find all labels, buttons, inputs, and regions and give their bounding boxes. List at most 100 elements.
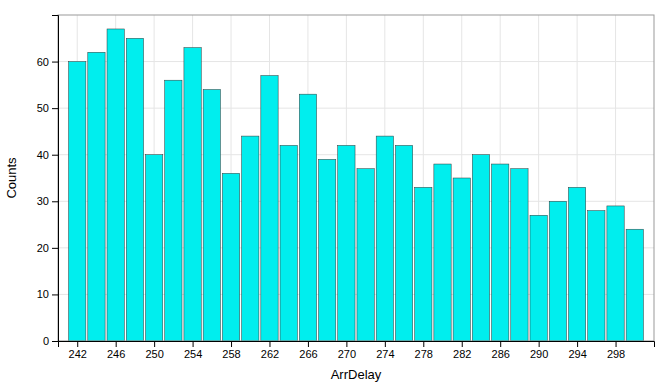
bar xyxy=(299,94,316,341)
x-tick: 262 xyxy=(261,341,279,360)
y-tick-label: 50 xyxy=(37,102,49,114)
x-tick-label: 246 xyxy=(107,348,125,360)
x-tick-mark xyxy=(308,341,309,347)
y-tick-mark xyxy=(52,201,58,202)
x-tick-label: 298 xyxy=(607,348,625,360)
y-tick-mark xyxy=(52,155,58,156)
x-tick: 270 xyxy=(338,341,356,360)
bar xyxy=(319,159,336,341)
y-axis-label: Counts xyxy=(4,157,19,199)
bar xyxy=(511,169,528,341)
x-tick: 254 xyxy=(184,341,202,360)
x-tick-label: 262 xyxy=(261,348,279,360)
x-tick-label: 258 xyxy=(222,348,240,360)
x-tick-label: 278 xyxy=(415,348,433,360)
x-tick: 266 xyxy=(299,341,317,360)
x-tick-label: 286 xyxy=(492,348,510,360)
bar xyxy=(88,52,105,341)
x-tick-mark xyxy=(77,341,78,347)
x-tick-label: 266 xyxy=(299,348,317,360)
bar xyxy=(145,155,162,341)
y-tick-label: 30 xyxy=(37,195,49,207)
y-tick-mark xyxy=(52,108,58,109)
y-tick-mark xyxy=(52,341,58,342)
x-tick-label: 270 xyxy=(338,348,356,360)
y-tick-mark xyxy=(52,248,58,249)
bar xyxy=(588,211,605,341)
x-tick-mark xyxy=(577,341,578,347)
y-tick-mark xyxy=(52,294,58,295)
x-tick-mark xyxy=(116,341,117,347)
x-tick-mark xyxy=(385,341,386,347)
y-tick: 20 xyxy=(37,242,58,254)
bar xyxy=(453,178,470,341)
x-tick: 290 xyxy=(530,341,548,360)
y-tick-label: 20 xyxy=(37,242,49,254)
bar xyxy=(126,38,143,341)
x-tick: 286 xyxy=(492,341,510,360)
bar xyxy=(626,229,643,341)
bar xyxy=(434,164,451,341)
x-tick-label: 250 xyxy=(145,348,163,360)
x-tick: 298 xyxy=(607,341,625,360)
x-tick-label: 282 xyxy=(453,348,471,360)
y-axis: 0 10 20 30 40 50 60 xyxy=(37,16,59,348)
plot-frame xyxy=(58,15,654,341)
bar xyxy=(472,155,489,341)
x-tick: 278 xyxy=(415,341,433,360)
axis-line xyxy=(52,16,59,342)
grid-line-y xyxy=(58,108,654,109)
bar xyxy=(492,164,509,341)
x-tick: 294 xyxy=(568,341,586,360)
x-tick: 258 xyxy=(222,341,240,360)
x-tick: 274 xyxy=(376,341,394,360)
x-tick-label: 294 xyxy=(568,348,586,360)
bar xyxy=(165,80,182,341)
x-tick-label: 274 xyxy=(376,348,394,360)
x-tick-mark xyxy=(346,341,347,347)
x-tick-mark xyxy=(423,341,424,347)
plot: 242 246 250 254 258 262 266 270 274 278 282 286 290 2… xyxy=(37,15,655,360)
bar xyxy=(107,29,124,341)
bar xyxy=(261,76,278,341)
y-tick: 40 xyxy=(37,149,58,161)
bar xyxy=(203,90,220,341)
x-tick-mark xyxy=(616,341,617,347)
bar xyxy=(549,201,566,341)
y-tick: 10 xyxy=(37,288,58,300)
x-tick-mark xyxy=(193,341,194,347)
bar xyxy=(338,145,355,341)
bar xyxy=(530,215,547,341)
x-tick-mark xyxy=(462,341,463,347)
x-tick-label: 254 xyxy=(184,348,202,360)
grid xyxy=(58,15,654,341)
x-tick-mark xyxy=(269,341,270,347)
bar xyxy=(395,145,412,341)
x-axis: 242 246 250 254 258 262 266 270 274 278 282 286 290 2… xyxy=(59,341,655,360)
bar xyxy=(222,173,239,341)
x-axis-label: ArrDelay xyxy=(331,367,382,382)
y-tick-label: 40 xyxy=(37,149,49,161)
x-tick-label: 290 xyxy=(530,348,548,360)
x-tick-label: 242 xyxy=(69,348,87,360)
y-tick: 60 xyxy=(37,56,58,68)
x-tick-mark xyxy=(154,341,155,347)
x-tick-mark xyxy=(231,341,232,347)
bars xyxy=(69,29,644,341)
x-tick: 242 xyxy=(69,341,87,360)
x-tick: 282 xyxy=(453,341,471,360)
y-tick-label: 10 xyxy=(37,288,49,300)
bar xyxy=(184,48,201,341)
bar xyxy=(357,169,374,341)
bar xyxy=(415,187,432,341)
bar xyxy=(568,187,585,341)
y-tick: 0 xyxy=(43,335,58,347)
axis-line xyxy=(59,342,655,348)
x-tick-mark xyxy=(539,341,540,347)
bar xyxy=(242,136,259,341)
bar xyxy=(280,145,297,341)
y-tick-mark xyxy=(52,62,58,63)
x-tick-mark xyxy=(500,341,501,347)
grid-line-y xyxy=(58,61,654,62)
x-tick: 250 xyxy=(145,341,163,360)
